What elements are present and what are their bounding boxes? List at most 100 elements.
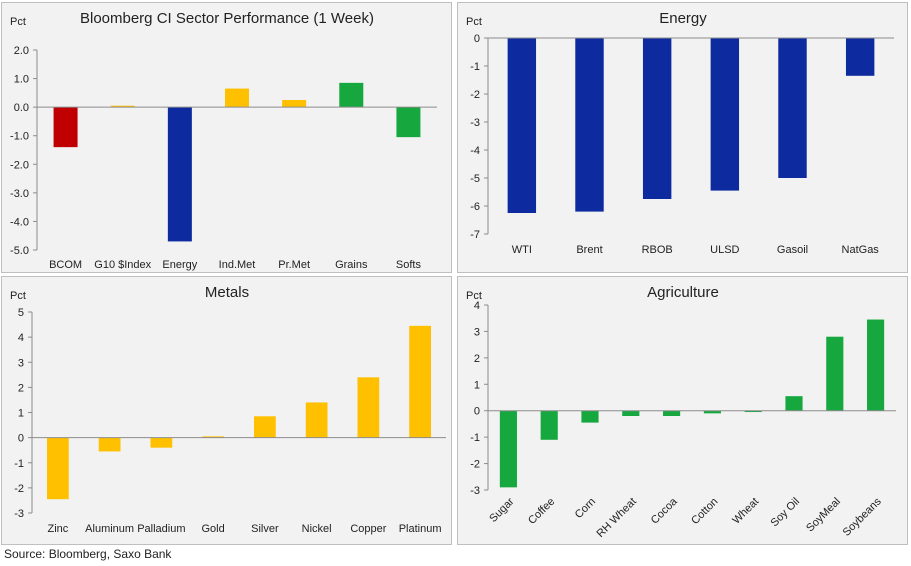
x-category-label: Wheat xyxy=(730,496,761,527)
x-category-label: Gasoil xyxy=(777,244,808,256)
x-category-label: RBOB xyxy=(642,244,673,256)
bar-metals xyxy=(409,325,431,438)
x-category-label: Grains xyxy=(335,259,368,271)
x-category-label: BCOM xyxy=(49,259,82,271)
y-tick-label: 5 xyxy=(18,307,24,319)
bar-energy xyxy=(642,38,672,199)
y-tick-label: -4.0 xyxy=(10,216,29,228)
bar-sector xyxy=(396,107,421,138)
bar-sector xyxy=(53,107,78,148)
x-category-label: Energy xyxy=(162,259,197,271)
chart-sector: Bloomberg CI Sector Performance (1 Week)… xyxy=(10,10,437,271)
bar-metals xyxy=(305,402,328,438)
chart-title: Bloomberg CI Sector Performance (1 Week) xyxy=(80,10,374,27)
y-tick-label: -4 xyxy=(470,145,480,157)
x-category-label: Soybeans xyxy=(841,495,884,538)
bar-agriculture xyxy=(703,410,721,414)
y-axis-label: Pct xyxy=(466,16,482,28)
chart-panel-metals: Metals Pct 5 4 3 2 1 0 -1 -2 -3 Zinc Aluminum Palladi… xyxy=(1,276,452,545)
y-tick-label: 2.0 xyxy=(14,45,29,57)
bar-agriculture xyxy=(867,319,885,411)
chart-title: Metals xyxy=(205,284,249,301)
x-category-label: Corn xyxy=(573,496,598,521)
chart-metals: Metals Pct 5 4 3 2 1 0 -1 -2 -3 Zinc Aluminum Palladi… xyxy=(10,284,446,535)
y-tick-label: 1 xyxy=(474,379,480,391)
y-axis-label: Pct xyxy=(10,290,26,302)
y-tick-label: -1 xyxy=(470,61,480,73)
bar-metals xyxy=(202,436,224,438)
x-category-label: Gold xyxy=(202,523,225,535)
x-category-label: Zinc xyxy=(47,523,68,535)
y-tick-label: 2 xyxy=(474,353,480,365)
x-category-label: Coffee xyxy=(526,496,557,527)
bar-energy xyxy=(575,38,604,212)
x-category-label: Palladium xyxy=(137,523,185,535)
y-tick-label: -2 xyxy=(14,483,24,495)
y-tick-label: -6 xyxy=(470,201,480,213)
x-category-label: WTI xyxy=(512,244,532,256)
bar-sector xyxy=(110,105,135,108)
y-tick-label: -2.0 xyxy=(10,159,29,171)
bar-agriculture xyxy=(622,410,640,416)
bar-energy xyxy=(778,38,807,178)
y-tick-label: 0 xyxy=(18,433,24,445)
x-category-label: Cocoa xyxy=(649,495,681,527)
bar-agriculture xyxy=(826,336,844,411)
y-tick-label: -3 xyxy=(14,508,24,520)
bar-energy xyxy=(507,38,537,213)
x-category-label: RH Wheat xyxy=(595,496,639,540)
y-tick-label: -1 xyxy=(470,432,480,444)
x-category-label: Ind.Met xyxy=(219,259,256,271)
x-category-label: ULSD xyxy=(710,244,739,256)
chart-energy: Energy Pct 0 -1 -2 -3 -4 -5 -6 -7 WTI Brent RBOB ULSD… xyxy=(466,10,894,256)
y-axis-label: Pct xyxy=(466,290,482,302)
chart-panel-agriculture: Agriculture Pct 4 3 2 1 0 -1 -2 -3 Sugar Coffee Corn… xyxy=(457,276,908,545)
x-category-label: Softs xyxy=(396,259,422,271)
chart-title: Energy xyxy=(659,10,707,27)
x-category-label: NatGas xyxy=(842,244,880,256)
x-category-label: Soy Oil xyxy=(769,496,803,530)
bar-energy xyxy=(710,38,740,191)
y-tick-label: 4 xyxy=(18,332,24,344)
chart-title: Agriculture xyxy=(647,284,719,301)
y-tick-label: -1.0 xyxy=(10,131,29,143)
source-note: Source: Bloomberg, Saxo Bank xyxy=(4,547,172,561)
y-tick-label: 4 xyxy=(474,300,480,312)
x-category-label: Nickel xyxy=(302,523,332,535)
y-tick-label: 3 xyxy=(18,357,24,369)
bar-sector xyxy=(167,107,192,242)
x-category-label: G10 $Index xyxy=(94,259,151,271)
bar-agriculture xyxy=(785,396,803,411)
bar-sector xyxy=(225,88,249,108)
x-category-label: SoyMeal xyxy=(804,496,843,535)
chart-panel-sector: Bloomberg CI Sector Performance (1 Week)… xyxy=(1,2,452,273)
y-tick-label: -5.0 xyxy=(10,245,29,257)
bar-sector xyxy=(282,100,307,108)
y-tick-label: 3 xyxy=(474,326,480,338)
bar-agriculture xyxy=(744,410,762,413)
chart-panel-energy: Energy Pct 0 -1 -2 -3 -4 -5 -6 -7 WTI Brent RBOB ULSD… xyxy=(457,2,908,273)
bar-agriculture xyxy=(540,410,558,440)
x-category-label: Cotton xyxy=(689,496,720,527)
bar-sector xyxy=(339,82,364,108)
y-tick-label: -2 xyxy=(470,89,480,101)
x-category-label: Platinum xyxy=(399,523,442,535)
x-category-label: Silver xyxy=(251,523,279,535)
bar-agriculture xyxy=(499,410,517,488)
y-tick-label: -7 xyxy=(470,229,480,241)
y-axis-label: Pct xyxy=(10,16,26,28)
x-category-label: Sugar xyxy=(487,495,516,524)
y-tick-label: -2 xyxy=(470,459,480,471)
y-tick-label: 0 xyxy=(474,406,480,418)
bar-metals xyxy=(47,437,69,500)
y-tick-label: -1 xyxy=(14,458,24,470)
y-tick-label: -5 xyxy=(470,173,480,185)
y-tick-label: 0 xyxy=(474,33,480,45)
y-tick-label: 1 xyxy=(18,408,24,420)
bar-agriculture xyxy=(581,410,599,423)
bar-metals xyxy=(150,437,173,448)
y-tick-label: -3 xyxy=(470,117,480,129)
y-tick-label: -3.0 xyxy=(10,188,29,200)
x-category-label: Copper xyxy=(350,523,386,535)
